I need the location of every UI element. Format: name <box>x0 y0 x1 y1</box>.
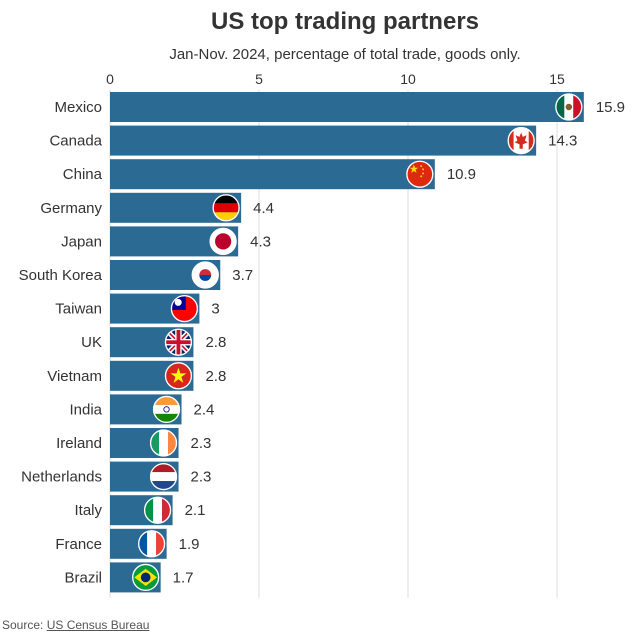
value-label: 2.3 <box>191 435 212 452</box>
ireland-flag-icon <box>149 429 178 457</box>
canada-flag-icon <box>507 126 535 155</box>
chart-subtitle: Jan-Nov. 2024, percentage of total trade… <box>169 46 521 63</box>
japan-flag-icon <box>209 227 237 256</box>
category-label: Ireland <box>56 435 102 452</box>
category-label: Italy <box>74 502 102 519</box>
category-label: Mexico <box>54 99 102 116</box>
source-prefix: Source: <box>2 618 47 632</box>
value-label: 4.4 <box>253 200 274 217</box>
x-tick-label: 5 <box>255 71 263 87</box>
value-label: 3.7 <box>232 267 253 284</box>
category-label: China <box>63 166 103 183</box>
value-label: 2.4 <box>194 401 215 418</box>
south-korea-flag-icon <box>191 261 219 289</box>
category-label: Vietnam <box>47 368 102 385</box>
x-tick-label: 0 <box>106 71 114 87</box>
india-flag-icon <box>152 395 181 424</box>
bar[interactable] <box>110 92 584 122</box>
category-label: Netherlands <box>21 469 102 486</box>
category-label: Germany <box>40 200 102 217</box>
brazil-flag-icon <box>132 563 160 592</box>
category-label: Canada <box>49 133 102 150</box>
netherlands-flag-icon <box>149 462 178 491</box>
category-label: Taiwan <box>55 301 102 318</box>
value-label: 10.9 <box>447 166 476 183</box>
mexico-flag-icon <box>555 93 583 121</box>
value-label: 2.1 <box>185 502 206 519</box>
category-label: Japan <box>61 233 102 250</box>
value-label: 1.7 <box>173 569 194 586</box>
bar[interactable] <box>110 125 537 156</box>
value-label: 15.9 <box>596 99 625 116</box>
value-label: 4.3 <box>250 233 271 250</box>
value-label: 2.8 <box>205 334 226 351</box>
x-tick-label: 10 <box>400 71 416 87</box>
value-label: 2.3 <box>191 469 212 486</box>
value-label: 3 <box>211 301 219 318</box>
category-label: India <box>69 401 102 418</box>
vietnam-flag-icon <box>164 362 193 390</box>
value-label: 1.9 <box>179 536 200 553</box>
value-label: 14.3 <box>548 133 577 150</box>
category-label: South Korea <box>19 267 103 284</box>
source-note: Source: US Census Bureau <box>2 618 149 632</box>
uk-flag-icon <box>164 328 193 356</box>
category-label: Brazil <box>64 569 102 586</box>
taiwan-flag-icon <box>170 294 199 323</box>
china-flag-icon <box>406 160 434 188</box>
italy-flag-icon <box>143 496 172 524</box>
bar[interactable] <box>110 159 435 190</box>
category-label: UK <box>81 334 102 351</box>
germany-flag-icon <box>212 194 240 222</box>
source-link[interactable]: US Census Bureau <box>46 618 150 632</box>
x-tick-label: 15 <box>549 71 565 87</box>
chart-title: US top trading partners <box>210 8 480 35</box>
value-label: 2.8 <box>205 368 226 385</box>
category-label: France <box>55 536 102 553</box>
france-flag-icon <box>137 530 166 558</box>
